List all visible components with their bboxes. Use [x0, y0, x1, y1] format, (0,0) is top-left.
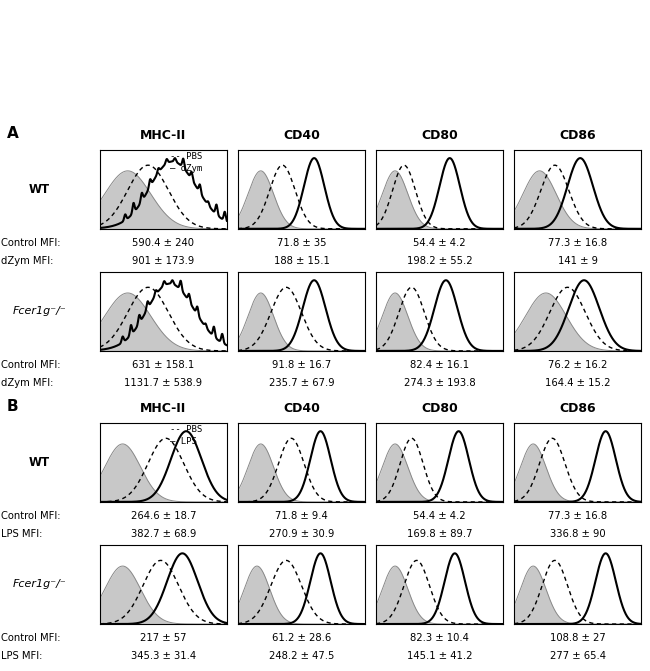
- Text: A: A: [6, 126, 18, 141]
- Text: 71.8 ± 9.4: 71.8 ± 9.4: [275, 511, 328, 521]
- Text: 169.8 ± 89.7: 169.8 ± 89.7: [407, 529, 473, 539]
- Text: 901 ± 173.9: 901 ± 173.9: [132, 256, 194, 266]
- Text: 198.2 ± 55.2: 198.2 ± 55.2: [407, 256, 473, 266]
- Text: 248.2 ± 47.5: 248.2 ± 47.5: [268, 652, 334, 662]
- Text: 164.4 ± 15.2: 164.4 ± 15.2: [545, 378, 610, 389]
- Text: WT: WT: [29, 456, 50, 469]
- Text: Control MFI:: Control MFI:: [1, 633, 61, 643]
- Text: CD86: CD86: [560, 402, 596, 415]
- Text: dZym MFI:: dZym MFI:: [1, 378, 54, 389]
- Text: 217 ± 57: 217 ± 57: [140, 633, 187, 643]
- Text: CD40: CD40: [283, 129, 320, 142]
- Text: Control MFI:: Control MFI:: [1, 511, 61, 521]
- Text: Fcer1g⁻/⁻: Fcer1g⁻/⁻: [13, 580, 66, 589]
- Text: 82.4 ± 16.1: 82.4 ± 16.1: [410, 360, 469, 370]
- Text: 345.3 ± 31.4: 345.3 ± 31.4: [131, 652, 196, 662]
- Text: MHC-II: MHC-II: [140, 129, 187, 142]
- Text: 336.8 ± 90: 336.8 ± 90: [550, 529, 606, 539]
- Text: 270.9 ± 30.9: 270.9 ± 30.9: [268, 529, 334, 539]
- Text: 264.6 ± 18.7: 264.6 ± 18.7: [131, 511, 196, 521]
- Text: -- PBS: -- PBS: [170, 152, 202, 161]
- Text: 82.3 ± 10.4: 82.3 ± 10.4: [410, 633, 469, 643]
- Text: 631 ± 158.1: 631 ± 158.1: [132, 360, 194, 370]
- Text: 382.7 ± 68.9: 382.7 ± 68.9: [131, 529, 196, 539]
- Text: Control MFI:: Control MFI:: [1, 360, 61, 370]
- Text: MHC-II: MHC-II: [140, 402, 187, 415]
- Text: CD80: CD80: [421, 129, 458, 142]
- Text: 108.8 ± 27: 108.8 ± 27: [550, 633, 606, 643]
- Text: LPS MFI:: LPS MFI:: [1, 529, 43, 539]
- Text: CD86: CD86: [560, 129, 596, 142]
- Text: 91.8 ± 16.7: 91.8 ± 16.7: [272, 360, 331, 370]
- Text: CD40: CD40: [283, 402, 320, 415]
- Text: dZym MFI:: dZym MFI:: [1, 256, 54, 266]
- Text: – LPS: – LPS: [170, 437, 196, 446]
- Text: 235.7 ± 67.9: 235.7 ± 67.9: [268, 378, 334, 389]
- Text: -- PBS: -- PBS: [170, 425, 202, 434]
- Text: 61.2 ± 28.6: 61.2 ± 28.6: [272, 633, 331, 643]
- Text: 188 ± 15.1: 188 ± 15.1: [274, 256, 330, 266]
- Text: Fcer1g⁻/⁻: Fcer1g⁻/⁻: [13, 307, 66, 316]
- Text: 145.1 ± 41.2: 145.1 ± 41.2: [407, 652, 473, 662]
- Text: 71.8 ± 35: 71.8 ± 35: [277, 238, 326, 248]
- Text: B: B: [6, 399, 18, 414]
- Text: 590.4 ± 240: 590.4 ± 240: [133, 238, 194, 248]
- Text: 76.2 ± 16.2: 76.2 ± 16.2: [548, 360, 607, 370]
- Text: Control MFI:: Control MFI:: [1, 238, 61, 248]
- Text: – dZym: – dZym: [170, 164, 202, 173]
- Text: 141 ± 9: 141 ± 9: [558, 256, 598, 266]
- Text: 77.3 ± 16.8: 77.3 ± 16.8: [548, 238, 607, 248]
- Text: WT: WT: [29, 183, 50, 196]
- Text: LPS MFI:: LPS MFI:: [1, 652, 43, 662]
- Text: 77.3 ± 16.8: 77.3 ± 16.8: [548, 511, 607, 521]
- Text: 54.4 ± 4.2: 54.4 ± 4.2: [413, 238, 466, 248]
- Text: 277 ± 65.4: 277 ± 65.4: [550, 652, 606, 662]
- Text: 274.3 ± 193.8: 274.3 ± 193.8: [404, 378, 475, 389]
- Text: CD80: CD80: [421, 402, 458, 415]
- Text: 1131.7 ± 538.9: 1131.7 ± 538.9: [124, 378, 202, 389]
- Text: 54.4 ± 4.2: 54.4 ± 4.2: [413, 511, 466, 521]
